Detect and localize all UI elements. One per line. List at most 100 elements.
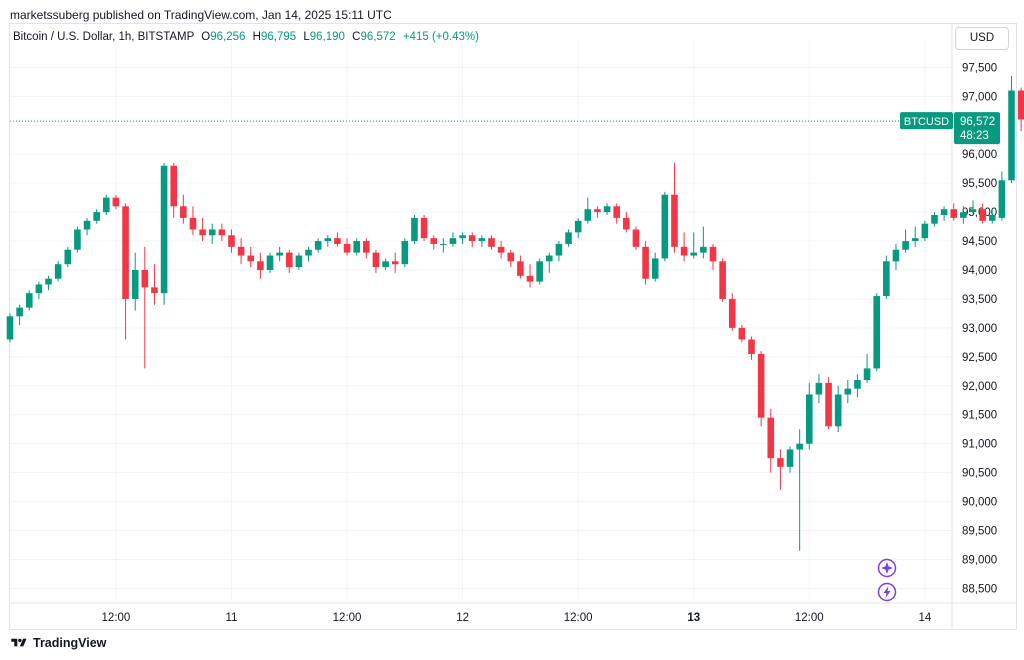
symbol-tag-bg xyxy=(900,112,953,130)
candle-body xyxy=(411,217,418,242)
candle-body xyxy=(671,194,678,247)
candle-body xyxy=(709,246,717,262)
candle-body xyxy=(844,388,852,395)
candle-body xyxy=(324,238,332,242)
candle-body xyxy=(902,241,909,250)
candle-body xyxy=(680,246,688,256)
lightning-icon[interactable] xyxy=(877,582,897,602)
y-tick-label: 88,500 xyxy=(962,583,997,595)
candle-body xyxy=(719,261,726,299)
candle-body xyxy=(979,209,986,221)
candle-body xyxy=(960,212,967,218)
candle-body xyxy=(64,249,72,265)
candle-body xyxy=(738,327,746,340)
symbol-title: Bitcoin / U.S. Dollar, 1h, BITSTAMP xyxy=(13,31,195,43)
y-tick-label: 95,500 xyxy=(962,178,997,190)
candle-body xyxy=(488,238,495,247)
candle-body xyxy=(757,353,765,418)
candle-body xyxy=(199,229,206,236)
candle-body xyxy=(883,261,890,297)
candle-body xyxy=(285,252,293,268)
x-tick-label: 12:00 xyxy=(564,612,593,624)
x-tick-label: 13 xyxy=(687,612,700,624)
candle-body xyxy=(353,241,360,253)
candle-body xyxy=(545,255,553,262)
candle-body xyxy=(613,206,620,218)
candle-body xyxy=(401,241,409,265)
candle-body xyxy=(767,417,775,459)
candle-body xyxy=(305,249,312,256)
footer-brand[interactable]: TradingView xyxy=(9,636,106,650)
candle-body xyxy=(247,255,255,262)
candle-body xyxy=(584,209,592,221)
candle-body xyxy=(160,165,168,294)
candle-body xyxy=(526,275,534,282)
candle-body xyxy=(218,229,226,236)
candle-body xyxy=(25,293,33,308)
candle-body xyxy=(141,270,149,288)
y-tick-label: 92,000 xyxy=(962,381,997,393)
candle-body xyxy=(266,255,274,270)
candle-body xyxy=(1017,90,1024,120)
candle-body xyxy=(382,261,389,268)
y-tick-label: 89,000 xyxy=(962,554,997,566)
candle-body xyxy=(786,449,794,467)
candle-body xyxy=(574,220,582,233)
candle-body xyxy=(420,217,428,239)
currency-button[interactable]: USD xyxy=(955,27,1009,50)
price-tag-value: 96,572 xyxy=(960,116,995,128)
candle-body xyxy=(112,197,120,207)
candle-body xyxy=(507,252,515,262)
publish-info: marketssuberg published on TradingView.c… xyxy=(10,8,392,22)
candle-body xyxy=(728,298,736,328)
candle-body xyxy=(940,209,948,215)
candle-body xyxy=(343,243,351,253)
price-tag-countdown: 48:23 xyxy=(960,130,989,142)
candle-body xyxy=(45,278,52,285)
high-value: 96,795 xyxy=(260,31,297,43)
btcusd-price-tag: BTCUSD 96,572 48:23 xyxy=(900,112,1000,145)
candle-body xyxy=(6,316,14,340)
candle-body xyxy=(122,206,129,299)
y-tick-label: 96,000 xyxy=(962,149,997,161)
candle-body xyxy=(372,252,380,268)
candle-body xyxy=(131,270,139,299)
y-tick-label: 91,000 xyxy=(962,439,997,451)
candle-body xyxy=(276,252,283,256)
low-label: L xyxy=(303,31,310,43)
change-value: +415 (+0.43%) xyxy=(402,31,479,43)
candle-body xyxy=(950,209,958,218)
candle-body xyxy=(170,165,178,207)
close-label: C xyxy=(352,31,361,43)
candle-body xyxy=(391,261,399,265)
candle-body xyxy=(632,229,640,247)
candle-body xyxy=(363,241,370,253)
close-value: 96,572 xyxy=(360,31,396,43)
candle-body xyxy=(594,209,601,213)
candle-body xyxy=(74,229,81,250)
candle-body xyxy=(54,264,62,279)
candle-body xyxy=(430,238,438,244)
candle-body xyxy=(257,261,264,270)
candle-body xyxy=(449,238,457,244)
candle-body xyxy=(151,287,158,294)
high-label: H xyxy=(252,31,261,43)
candle-body xyxy=(623,217,630,230)
candle-body xyxy=(805,394,813,444)
sparkle-icon[interactable] xyxy=(877,558,897,578)
y-tick-label: 94,500 xyxy=(962,236,997,248)
candle-body xyxy=(93,212,100,221)
candle-body xyxy=(180,206,187,218)
candle-body xyxy=(825,382,832,427)
candle-body xyxy=(931,215,938,224)
candle-body xyxy=(440,243,447,245)
candle-body xyxy=(228,235,235,247)
candle-body xyxy=(237,246,245,256)
candle-body xyxy=(208,229,216,236)
y-tick-label: 90,500 xyxy=(962,468,997,480)
open-value: 96,256 xyxy=(210,31,246,43)
candle-body xyxy=(796,443,803,450)
candle-body xyxy=(815,382,823,395)
price-tag-bg xyxy=(954,112,1000,145)
